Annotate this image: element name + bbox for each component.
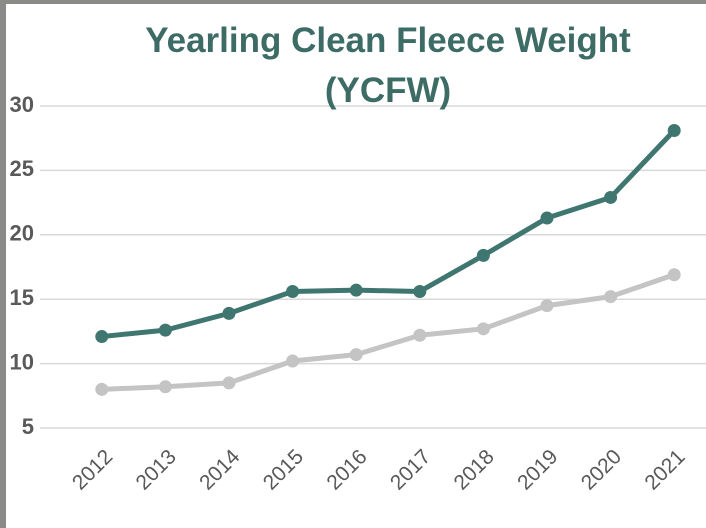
x-tick-label: 2012 [68, 445, 117, 494]
x-tick-label: 2016 [322, 445, 371, 494]
y-tick-label: 10 [10, 349, 34, 374]
data-point [667, 123, 681, 137]
data-point [158, 380, 172, 394]
data-point [476, 322, 490, 336]
data-point [349, 348, 363, 362]
series-line [101, 128, 677, 340]
data-point [667, 268, 681, 282]
y-tick-label: 20 [10, 221, 34, 246]
data-point [222, 306, 236, 320]
x-tick-label: 2021 [640, 445, 689, 494]
y-tick-label: 25 [10, 156, 34, 181]
x-tick-label: 2018 [450, 445, 499, 494]
data-point [286, 354, 300, 368]
series-line [101, 272, 676, 392]
data-point [413, 284, 427, 298]
data-point [476, 248, 490, 262]
data-point [413, 328, 427, 342]
data-point [540, 299, 554, 313]
data-point [158, 323, 172, 337]
data-point [604, 290, 618, 304]
y-tick-label: 5 [22, 414, 34, 439]
data-point [540, 211, 554, 225]
x-tick-label: 2019 [513, 445, 562, 494]
chart-title: Yearling Clean Fleece Weight (YCFW) [145, 21, 631, 110]
data-point [95, 382, 109, 396]
x-tick-label: 2013 [132, 445, 181, 494]
data-point [286, 284, 300, 298]
data-point [349, 283, 363, 297]
data-point [604, 190, 618, 204]
x-tick-label: 2015 [259, 445, 308, 494]
y-tick-label: 15 [10, 285, 34, 310]
x-tick-label: 2014 [195, 445, 245, 495]
y-tick-label: 30 [10, 92, 34, 117]
x-tick-label: 2017 [386, 445, 435, 494]
data-point [95, 330, 109, 344]
data-point [222, 376, 236, 390]
x-tick-label: 2020 [577, 445, 626, 494]
chart-panel [6, 4, 706, 528]
